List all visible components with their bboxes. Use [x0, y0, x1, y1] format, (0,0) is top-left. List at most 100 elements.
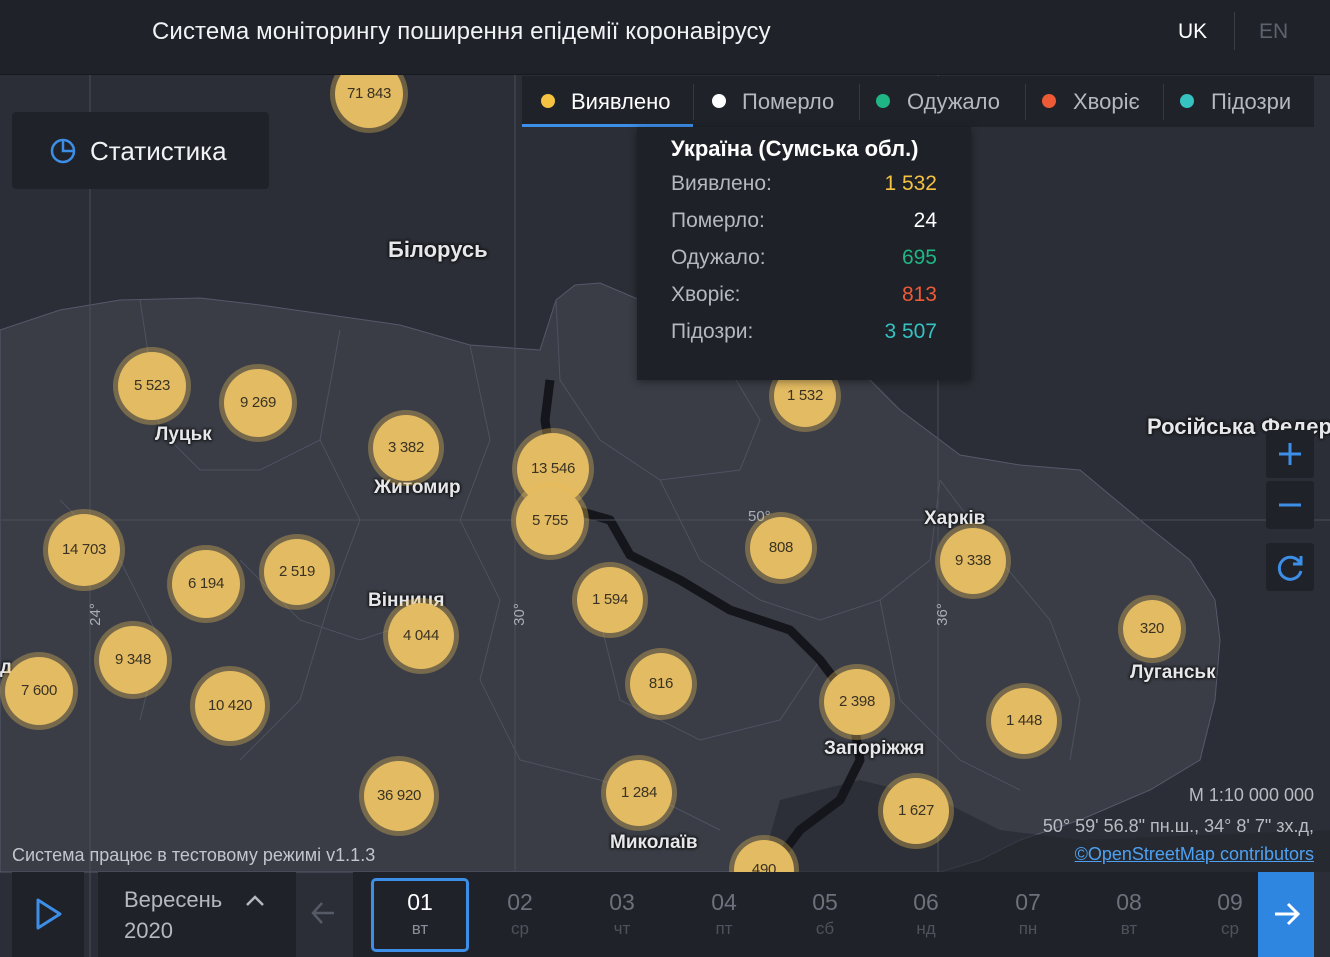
day-item[interactable]: 06 нд: [880, 872, 972, 957]
cluster-circle: 7 600: [5, 657, 73, 725]
tab-sick-label: Хворіє: [1073, 89, 1140, 114]
tooltip-row-label: Виявлено:: [671, 172, 772, 195]
day-number: 09: [1217, 889, 1243, 915]
cluster-marker[interactable]: 1 594: [572, 562, 648, 638]
cluster-marker[interactable]: 9 338: [935, 523, 1011, 599]
day-item[interactable]: 03 чт: [576, 872, 668, 957]
day-item[interactable]: 01 вт: [374, 872, 466, 957]
tooltip-title: Україна (Сумська обл.): [671, 136, 919, 161]
day-item[interactable]: 07 пн: [982, 872, 1074, 957]
day-item[interactable]: 05 сб: [779, 872, 871, 957]
cluster-label: 1 284: [620, 784, 658, 801]
cluster-circle: 808: [750, 517, 812, 579]
cluster-label: 9 338: [954, 552, 992, 569]
lang-uk-button[interactable]: UK: [1178, 20, 1208, 43]
cluster-marker[interactable]: 7 600: [0, 652, 78, 730]
cluster-marker[interactable]: 320: [1118, 595, 1186, 663]
cluster-circle: 2 398: [824, 669, 890, 735]
day-number: 04: [711, 889, 737, 915]
cluster-marker[interactable]: 1 627: [878, 773, 954, 849]
selected-day-frame: [371, 878, 469, 952]
region-tooltip: Україна (Сумська обл.) Виявлено: 1 532 Пом…: [637, 127, 971, 380]
cluster-label: 71 843: [346, 85, 392, 102]
cluster-circle: 5 523: [118, 352, 186, 420]
cluster-circle: 5 755: [516, 487, 584, 555]
cluster-marker[interactable]: 5 755: [511, 482, 589, 560]
cluster-label: 9 269: [239, 394, 277, 411]
lang-en-button[interactable]: EN: [1259, 20, 1289, 43]
cluster-label: 1 532: [786, 387, 824, 404]
tab-deaths[interactable]: Померло: [694, 76, 859, 127]
metric-tabs: Виявлено Померло Одужало Хворіє Підозри: [522, 76, 1314, 127]
cluster-label: 1 448: [1005, 712, 1043, 729]
cluster-marker[interactable]: 10 420: [190, 666, 270, 746]
cluster-circle: 36 920: [364, 761, 434, 831]
cluster-marker[interactable]: 9 348: [94, 621, 172, 699]
day-item[interactable]: 04 пт: [678, 872, 770, 957]
day-number: 03: [609, 889, 635, 915]
graticule-label-lon24: 24°: [86, 603, 104, 626]
play-icon: [36, 898, 62, 930]
cluster-circle: 10 420: [195, 671, 265, 741]
tab-detected[interactable]: Виявлено: [522, 76, 693, 127]
cluster-marker[interactable]: 2 519: [259, 534, 335, 610]
tab-detected-label: Виявлено: [571, 89, 671, 114]
play-button[interactable]: [12, 872, 84, 957]
day-item[interactable]: 02 ср: [474, 872, 566, 957]
cluster-label: 816: [648, 675, 674, 692]
tab-suspected-dot: [1180, 94, 1194, 108]
tooltip-row-value: 813: [901, 283, 937, 306]
cluster-label: 808: [768, 539, 794, 556]
cluster-circle: 1 594: [577, 567, 643, 633]
tooltip-row-value: 3 507: [884, 320, 937, 343]
tab-sick-dot: [1042, 94, 1056, 108]
cluster-marker[interactable]: 6 194: [167, 545, 245, 623]
osm-attribution-link[interactable]: ©OpenStreetMap contributors: [1074, 844, 1314, 864]
day-number: 07: [1015, 889, 1041, 915]
cluster-circle: 9 348: [99, 626, 167, 694]
label-belarus: Білорусь: [388, 237, 488, 262]
statistics-button[interactable]: [12, 112, 269, 189]
reset-view-button[interactable]: [1266, 543, 1314, 591]
cluster-circle: 6 194: [172, 550, 240, 618]
tooltip-row-value: 695: [901, 246, 937, 269]
cluster-marker[interactable]: 3 382: [368, 410, 444, 486]
day-item[interactable]: 08 вт: [1083, 872, 1175, 957]
day-item[interactable]: 09 ср: [1184, 872, 1276, 957]
cluster-marker[interactable]: 808: [745, 512, 817, 584]
cluster-label: 6 194: [187, 575, 225, 592]
tab-sick[interactable]: Хворіє: [1026, 76, 1163, 127]
cluster-marker[interactable]: 2 398: [819, 664, 895, 740]
cluster-label: 320: [1139, 620, 1165, 637]
cluster-marker[interactable]: 36 920: [359, 756, 439, 836]
tooltip-row-value: 24: [913, 209, 937, 232]
cluster-marker[interactable]: 14 703: [43, 509, 125, 591]
cluster-label: 2 519: [278, 563, 316, 580]
cluster-label: 5 523: [133, 377, 171, 394]
month-selector[interactable]: Вересень 2020: [98, 872, 296, 957]
cluster-marker[interactable]: 4 044: [383, 598, 459, 674]
prev-day-arrow-icon[interactable]: [306, 890, 342, 936]
zoom-out-button[interactable]: [1266, 481, 1314, 529]
tooltip-row-label: Підозри:: [671, 320, 754, 343]
cluster-label: 1 594: [591, 591, 629, 608]
next-day-button[interactable]: [1258, 872, 1314, 957]
cluster-circle: 9 338: [940, 528, 1006, 594]
cluster-marker[interactable]: 816: [625, 648, 697, 720]
cluster-marker[interactable]: 1 284: [601, 755, 677, 831]
tab-recovered-label: Одужало: [907, 89, 1000, 114]
day-weekday: сб: [815, 919, 835, 938]
tooltip-row-value: 1 532: [884, 172, 937, 195]
cluster-circle: 1 627: [883, 778, 949, 844]
tab-suspected[interactable]: Підозри: [1164, 76, 1314, 127]
cluster-marker[interactable]: 1 448: [986, 683, 1062, 759]
cluster-marker[interactable]: 5 523: [113, 347, 191, 425]
cluster-label: 7 600: [20, 682, 58, 699]
zoom-in-button[interactable]: [1266, 430, 1314, 478]
version-note: Система працює в тестовому режимі v1.1.3: [12, 845, 376, 865]
cluster-marker[interactable]: 9 269: [219, 364, 297, 442]
day-number: 05: [812, 889, 838, 915]
tab-deaths-dot: [712, 94, 726, 108]
tab-recovered[interactable]: Одужало: [860, 76, 1025, 127]
